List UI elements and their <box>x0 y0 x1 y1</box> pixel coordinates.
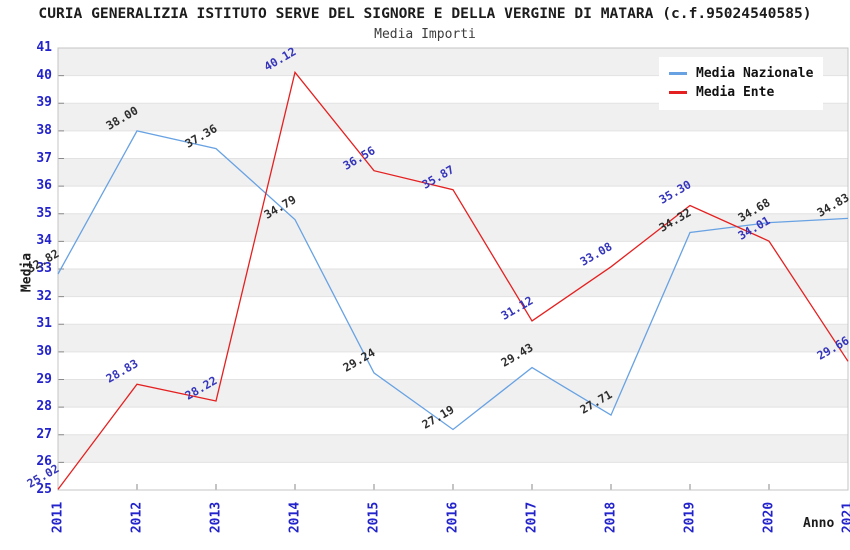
x-axis-title: Anno <box>803 516 835 531</box>
x-tick-label: 2015 <box>366 501 382 534</box>
band-stripe <box>58 324 848 352</box>
series-line-media-nazionale <box>57 130 849 431</box>
y-tick-label: 40 <box>36 68 52 83</box>
band-stripe <box>58 269 848 297</box>
series-line-media-ente <box>57 70 849 490</box>
legend-swatch <box>669 72 687 75</box>
y-tick-label: 30 <box>36 344 52 359</box>
x-tick-label: 2014 <box>287 501 303 534</box>
y-tick-label: 25 <box>36 482 52 497</box>
band-stripe <box>58 213 848 242</box>
x-tick-label: 2018 <box>603 501 619 534</box>
legend-swatch <box>669 91 687 94</box>
band-stripe <box>58 158 848 187</box>
y-tick-label: 28 <box>36 399 52 414</box>
legend-label: Media Nazionale <box>696 66 814 81</box>
y-tick-label: 29 <box>36 372 52 387</box>
y-tick-label: 33 <box>36 261 52 276</box>
y-tick-label: 34 <box>36 233 52 248</box>
legend: Media Nazionale Media Ente <box>659 57 824 110</box>
y-tick-label: 26 <box>36 454 52 469</box>
legend-item-media-nazionale: Media Nazionale <box>669 66 813 81</box>
y-tick-label: 38 <box>36 123 52 138</box>
y-tick-label: 31 <box>36 316 52 331</box>
y-tick-label: 39 <box>36 95 52 110</box>
x-tick-label: 2019 <box>682 501 698 534</box>
y-tick-label: 32 <box>36 289 52 304</box>
x-tick-label: 2013 <box>208 501 224 534</box>
legend-item-media-ente: Media Ente <box>669 85 813 100</box>
y-tick-label: 41 <box>36 40 52 55</box>
y-tick-label: 27 <box>36 427 52 442</box>
chart-subtitle: Media Importi <box>374 27 476 42</box>
legend-label: Media Ente <box>696 85 775 100</box>
chart-title: CURIA GENERALIZIA ISTITUTO SERVE DEL SIG… <box>38 5 812 22</box>
y-tick-label: 36 <box>36 178 52 193</box>
x-tick-label: 2021 <box>840 501 850 534</box>
y-tick-label: 35 <box>36 206 52 221</box>
band-stripe <box>58 434 848 463</box>
x-tick-label: 2017 <box>524 501 540 534</box>
x-tick-label: 2012 <box>129 501 145 534</box>
x-tick-label: 2016 <box>445 501 461 534</box>
x-tick-label: 2011 <box>50 501 66 534</box>
plot-border <box>57 47 849 491</box>
y-tick-label: 37 <box>36 151 52 166</box>
x-tick-label: 2020 <box>761 501 777 534</box>
y-axis-title: Media <box>19 252 35 293</box>
band-stripe <box>58 379 848 408</box>
